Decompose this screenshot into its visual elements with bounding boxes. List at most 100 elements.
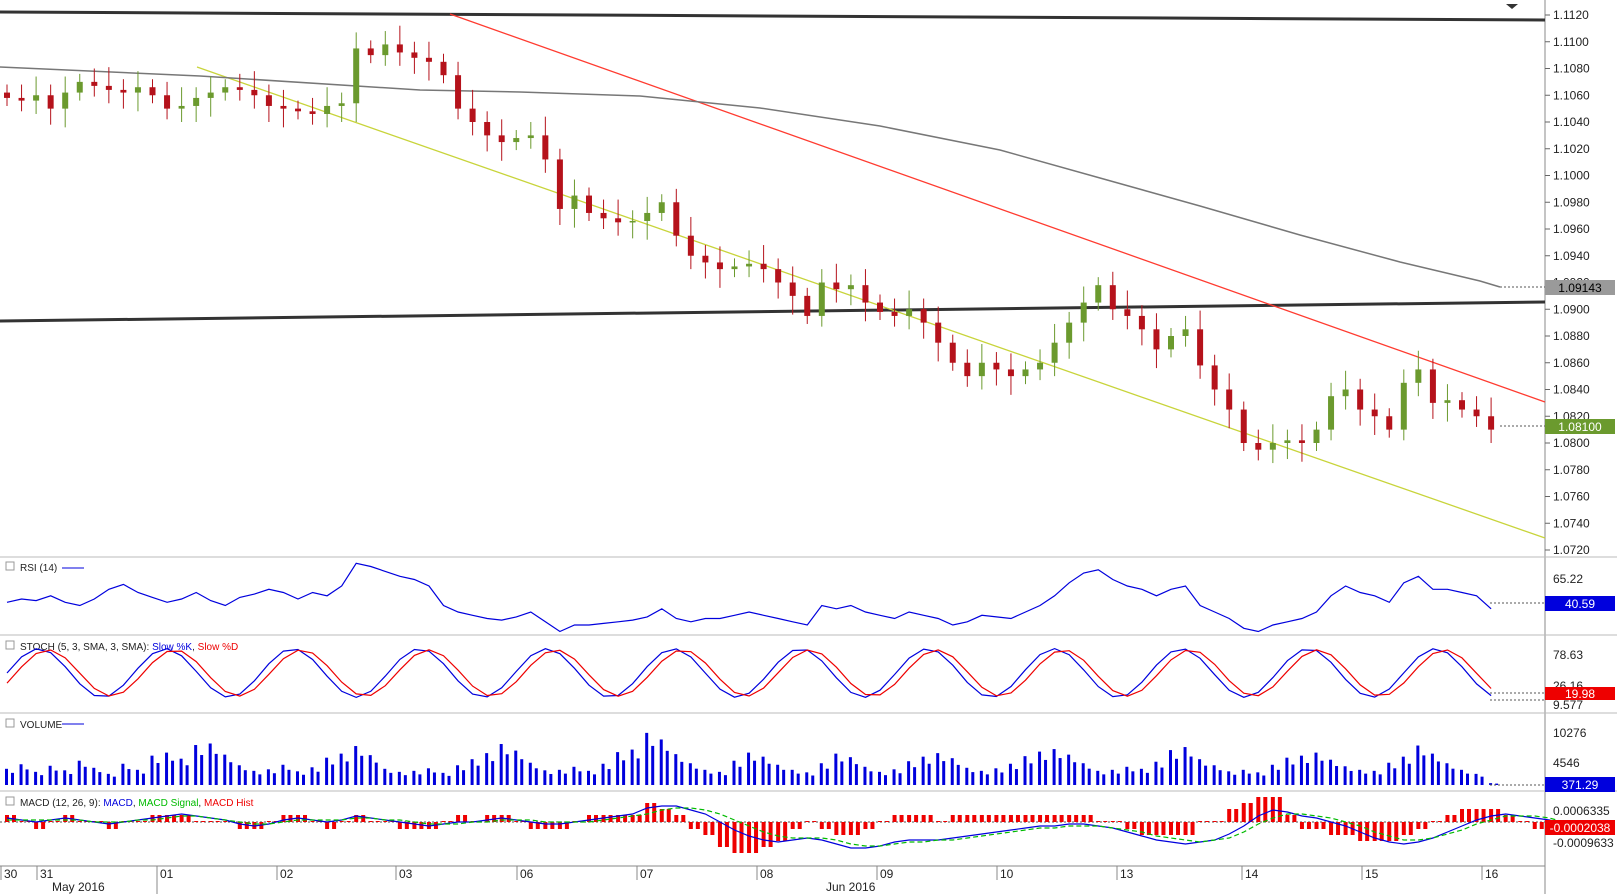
volume-panel: VOLUME 10276 4546 371.29 [5, 718, 1615, 792]
candle [586, 187, 592, 221]
stoch-close-icon[interactable] [5, 640, 15, 650]
macd-hist-bar [528, 822, 533, 829]
volume-bar [703, 769, 707, 785]
macd-hist-bar [950, 815, 955, 822]
macd-hist-bar [1110, 821, 1115, 822]
volume-bar [1407, 763, 1411, 785]
candle [542, 116, 549, 173]
price-tick-label: 1.1100 [1553, 35, 1589, 49]
candle [847, 274, 854, 306]
candle [1138, 305, 1145, 346]
volume-bar [1233, 774, 1237, 785]
stoch-tick-low: 9.577 [1553, 698, 1583, 712]
candle [513, 130, 520, 151]
price-tick-label: 1.0740 [1553, 516, 1590, 530]
candle [265, 84, 272, 122]
volume-bar [11, 772, 14, 785]
volume-bar [1329, 759, 1333, 785]
macd-hist-bar [543, 822, 548, 829]
upper-horizontal-line [0, 10, 1546, 22]
price-tick-label: 1.0960 [1553, 222, 1590, 236]
price-tick-label: 1.0840 [1553, 383, 1590, 397]
rsi-value: 40.59 [1565, 597, 1595, 611]
volume-bar [179, 758, 183, 785]
volume-bar [1023, 756, 1027, 785]
candle [1371, 393, 1378, 435]
volume-bar [1378, 774, 1382, 785]
volume-bar [557, 769, 561, 785]
volume-bar [1058, 758, 1062, 785]
volume-bar [616, 752, 620, 785]
macd-hist-bar [186, 815, 191, 822]
volume-bar [1204, 765, 1208, 785]
macd-hist-bar [623, 815, 628, 822]
volume-bar [462, 770, 466, 785]
day-label: 07 [640, 867, 654, 881]
volume-bar [1067, 754, 1071, 785]
macd-hist-bar [1321, 822, 1326, 829]
volume-bar [194, 745, 198, 785]
day-label: 10 [1000, 867, 1014, 881]
candle [1284, 429, 1291, 460]
macd-hist-bar [1248, 803, 1253, 822]
day-label: 08 [760, 867, 774, 881]
month-label: Jun 2016 [826, 880, 876, 894]
macd-panel: MACD (12, 26, 9): MACD, MACD Signal, MAC… [0, 796, 1615, 853]
macd-hist-bar [1518, 821, 1523, 822]
macd-hist-bar [383, 821, 388, 822]
macd-hist-bar [310, 821, 315, 822]
candle [280, 89, 287, 128]
candle [1298, 424, 1305, 462]
volume-bar [694, 768, 698, 785]
macd-tick-high: 0.0006335 [1553, 804, 1610, 818]
candle [62, 76, 69, 128]
volume-bar [834, 753, 838, 785]
volume-bar [1116, 773, 1120, 785]
volume-bar [1364, 773, 1368, 785]
macd-hist-bar [77, 821, 82, 822]
macd-title: MACD (12, 26, 9): MACD, MACD Signal, MAC… [20, 798, 254, 809]
volume-bar [688, 763, 692, 785]
macd-hist-bar [194, 821, 199, 822]
price-tick-label: 1.1120 [1553, 8, 1589, 22]
macd-hist-bar [994, 815, 999, 822]
candle [207, 76, 214, 117]
candle [1386, 408, 1393, 438]
price-tick-label: 1.0980 [1553, 195, 1590, 209]
volume-bar [1320, 760, 1324, 785]
candle [600, 199, 607, 229]
volume-tick-low: 4546 [1553, 756, 1580, 770]
macd-hist-bar [1292, 815, 1297, 822]
macd-hist-bar [1117, 821, 1122, 822]
volume-bar [936, 753, 940, 785]
scroll-arrow-icon[interactable] [1506, 4, 1518, 9]
macd-hist-bar [819, 822, 824, 829]
macd-hist-bar [1161, 822, 1166, 835]
rsi-close-icon[interactable] [5, 561, 15, 571]
volume-bar [1343, 766, 1347, 785]
volume-bar [1044, 759, 1048, 785]
macd-hist-bar [1067, 815, 1072, 822]
macd-hist-bar [1277, 797, 1282, 822]
macd-hist-bar [797, 822, 802, 829]
volume-bar [1189, 756, 1193, 785]
volume-bar [1430, 753, 1434, 785]
day-label: 02 [280, 867, 294, 881]
candle [877, 294, 883, 320]
macd-line [6, 805, 1579, 849]
volume-bar [942, 761, 946, 785]
candle [353, 32, 360, 122]
volume-close-icon[interactable] [5, 718, 15, 728]
price-tick-label: 1.0800 [1553, 436, 1590, 450]
candle [295, 100, 301, 120]
macd-hist-bar [1008, 815, 1013, 822]
volume-bar [790, 769, 794, 785]
candle [746, 250, 753, 278]
volume-bars [5, 732, 1499, 785]
candle [1342, 370, 1349, 410]
volume-bar [549, 773, 553, 785]
macd-close-icon[interactable] [5, 796, 15, 806]
macd-hist-bar [1452, 815, 1457, 822]
candle [236, 73, 243, 101]
